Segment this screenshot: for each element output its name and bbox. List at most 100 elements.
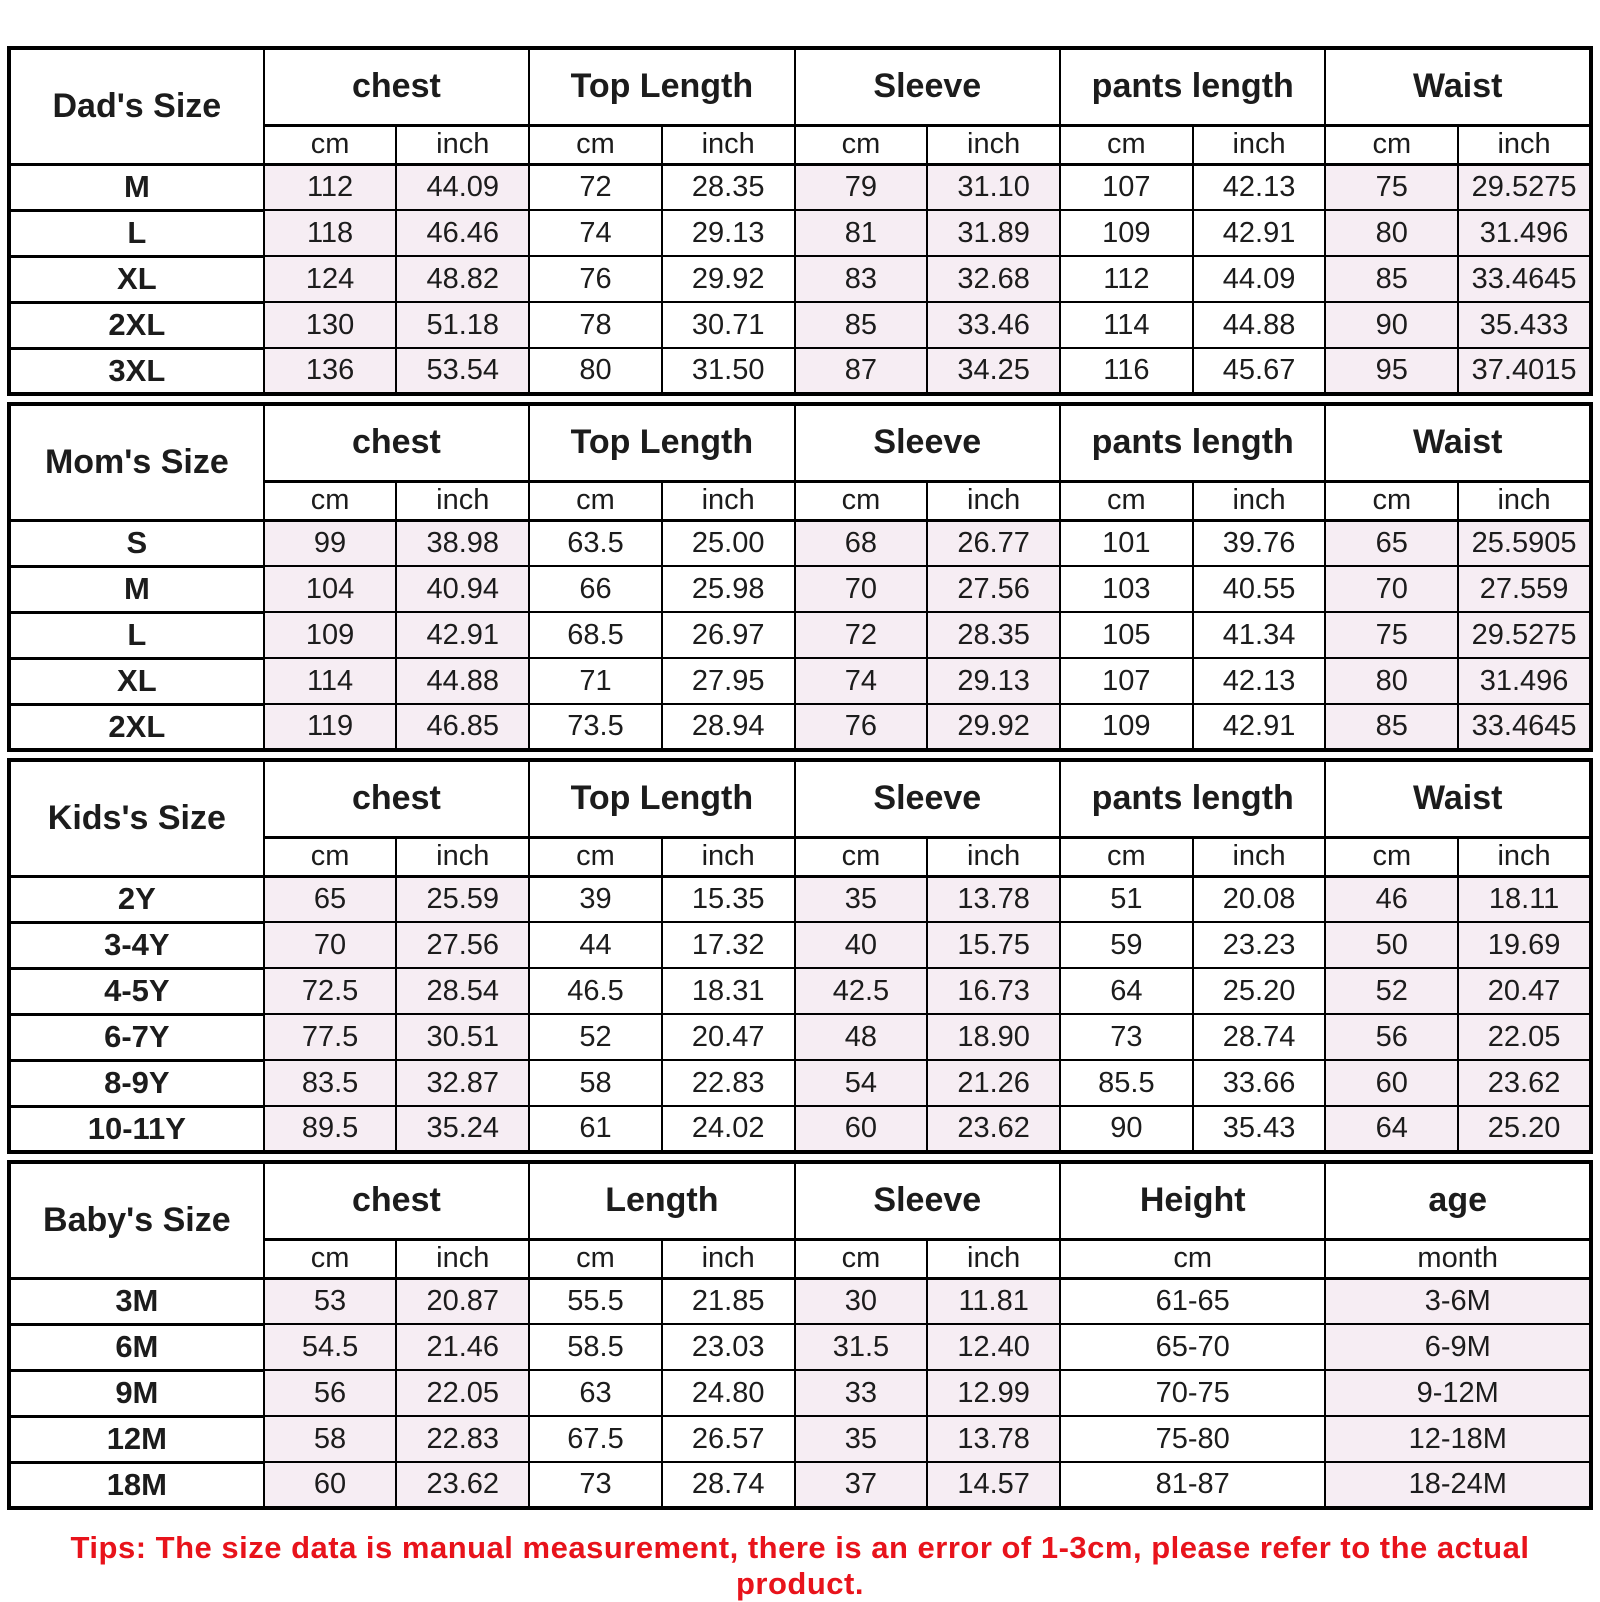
- data-cell: 118: [262, 209, 398, 257]
- data-cell: 112: [1059, 255, 1194, 303]
- data-cell: 71: [528, 657, 663, 705]
- size-label: 3-4Y: [8, 920, 265, 970]
- data-cell: 39: [528, 875, 663, 923]
- data-cell: 31.10: [926, 163, 1062, 211]
- data-cell: 20.08: [1191, 875, 1327, 923]
- data-cell: 80: [1324, 209, 1460, 257]
- data-cell: 25.00: [660, 519, 796, 567]
- unit-header: inch: [660, 124, 796, 166]
- table-row: 2XL 119 46.85 73.5 28.94 76 29.92 109 42.91 85 33.…: [8, 702, 1592, 752]
- unit-header: inch: [395, 1238, 531, 1280]
- unit-header-row: cm inch cm inch cm inch cm inch cm inch: [9, 480, 1592, 522]
- column-group-header: Waist: [1324, 403, 1592, 483]
- data-cell: 42.91: [395, 611, 531, 659]
- data-cell: 124: [262, 255, 398, 303]
- data-cell: 35.24: [395, 1105, 531, 1153]
- data-cell: 75: [1324, 163, 1460, 211]
- data-cell: 26.97: [660, 611, 796, 659]
- unit-header: cm: [1324, 124, 1460, 166]
- data-cell: 60: [262, 1461, 398, 1509]
- data-cell: 3-6M: [1324, 1277, 1592, 1325]
- data-cell: 31.5: [793, 1323, 929, 1371]
- table-row: 10-11Y 89.5 35.24 61 24.02 60 23.62 90 35.43 64 25…: [8, 1104, 1592, 1154]
- data-cell: 33.4645: [1457, 255, 1592, 303]
- data-cell: 85: [1324, 703, 1460, 751]
- data-cell: 11.81: [926, 1277, 1062, 1325]
- column-group-header: chest: [262, 1161, 531, 1241]
- data-cell: 87: [793, 347, 929, 395]
- data-cell: 56: [1324, 1013, 1460, 1061]
- unit-header: inch: [1457, 836, 1592, 878]
- section-title: Dad's Size: [8, 47, 265, 166]
- data-cell: 33.46: [926, 301, 1062, 349]
- data-cell: 68: [793, 519, 929, 567]
- table-row: 12M 58 22.83 67.5 26.57 35 13.78 75-80 12-18M: [8, 1414, 1592, 1464]
- data-cell: 76: [793, 703, 929, 751]
- unit-header: inch: [926, 124, 1062, 166]
- data-cell: 64: [1059, 967, 1194, 1015]
- data-cell: 44.88: [395, 657, 531, 705]
- data-cell: 23.62: [1457, 1059, 1592, 1107]
- data-cell: 25.20: [1457, 1105, 1592, 1153]
- unit-header: cm: [793, 1238, 929, 1280]
- unit-header: inch: [926, 480, 1062, 522]
- data-cell: 85: [793, 301, 929, 349]
- data-cell: 40.94: [395, 565, 531, 613]
- data-cell: 27.56: [926, 565, 1062, 613]
- unit-header: inch: [1457, 124, 1592, 166]
- unit-header: month: [1324, 1238, 1592, 1280]
- data-cell: 53: [262, 1277, 398, 1325]
- data-cell: 40.55: [1191, 565, 1327, 613]
- data-cell: 25.59: [395, 875, 531, 923]
- column-group-header: pants length: [1059, 47, 1327, 127]
- data-cell: 18-24M: [1324, 1461, 1592, 1509]
- data-cell: 13.78: [926, 1415, 1062, 1463]
- table-row: 6-7Y 77.5 30.51 52 20.47 48 18.90 73 28.74 56 22.0…: [8, 1012, 1592, 1062]
- data-cell: 70: [1324, 565, 1460, 613]
- data-cell: 70-75: [1059, 1369, 1327, 1417]
- unit-header: cm: [1059, 1238, 1327, 1280]
- unit-header: cm: [528, 836, 663, 878]
- data-cell: 15.35: [660, 875, 796, 923]
- data-cell: 22.05: [395, 1369, 531, 1417]
- data-cell: 33.4645: [1457, 703, 1592, 751]
- data-cell: 75-80: [1059, 1415, 1327, 1463]
- data-cell: 51: [1059, 875, 1194, 923]
- data-cell: 54.5: [262, 1323, 398, 1371]
- data-cell: 40: [793, 921, 929, 969]
- data-cell: 15.75: [926, 921, 1062, 969]
- data-cell: 35.433: [1457, 301, 1592, 349]
- data-cell: 55.5: [528, 1277, 663, 1325]
- size-label: 8-9Y: [8, 1058, 265, 1108]
- size-label: 2XL: [8, 300, 265, 350]
- unit-header: cm: [262, 836, 398, 878]
- table-row: 2XL 130 51.18 78 30.71 85 33.46 114 44.88 90 35.43…: [8, 300, 1592, 350]
- column-group-header: Top Length: [528, 759, 796, 839]
- data-cell: 63.5: [528, 519, 663, 567]
- data-cell: 72.5: [262, 967, 398, 1015]
- data-cell: 32.87: [395, 1059, 531, 1107]
- data-cell: 20.47: [660, 1013, 796, 1061]
- unit-header: cm: [262, 1238, 398, 1280]
- column-group-header: Waist: [1324, 47, 1592, 127]
- data-cell: 35: [793, 875, 929, 923]
- data-cell: 114: [1059, 301, 1194, 349]
- data-cell: 63: [528, 1369, 663, 1417]
- data-cell: 44.09: [395, 163, 531, 211]
- data-cell: 90: [1059, 1105, 1194, 1153]
- data-cell: 107: [1059, 657, 1194, 705]
- table-row: 6M 54.5 21.46 58.5 23.03 31.5 12.40 65-70 6-9M: [8, 1322, 1592, 1372]
- data-cell: 60: [793, 1105, 929, 1153]
- data-cell: 52: [528, 1013, 663, 1061]
- data-cell: 99: [262, 519, 398, 567]
- data-cell: 30: [793, 1277, 929, 1325]
- size-label: 3XL: [8, 346, 265, 396]
- data-cell: 50: [1324, 921, 1460, 969]
- data-cell: 73: [1059, 1013, 1194, 1061]
- data-cell: 136: [262, 347, 398, 395]
- data-cell: 28.35: [926, 611, 1062, 659]
- data-cell: 72: [528, 163, 663, 211]
- data-cell: 31.496: [1457, 209, 1592, 257]
- size-label: 3M: [8, 1276, 265, 1326]
- size-label: XL: [8, 656, 265, 706]
